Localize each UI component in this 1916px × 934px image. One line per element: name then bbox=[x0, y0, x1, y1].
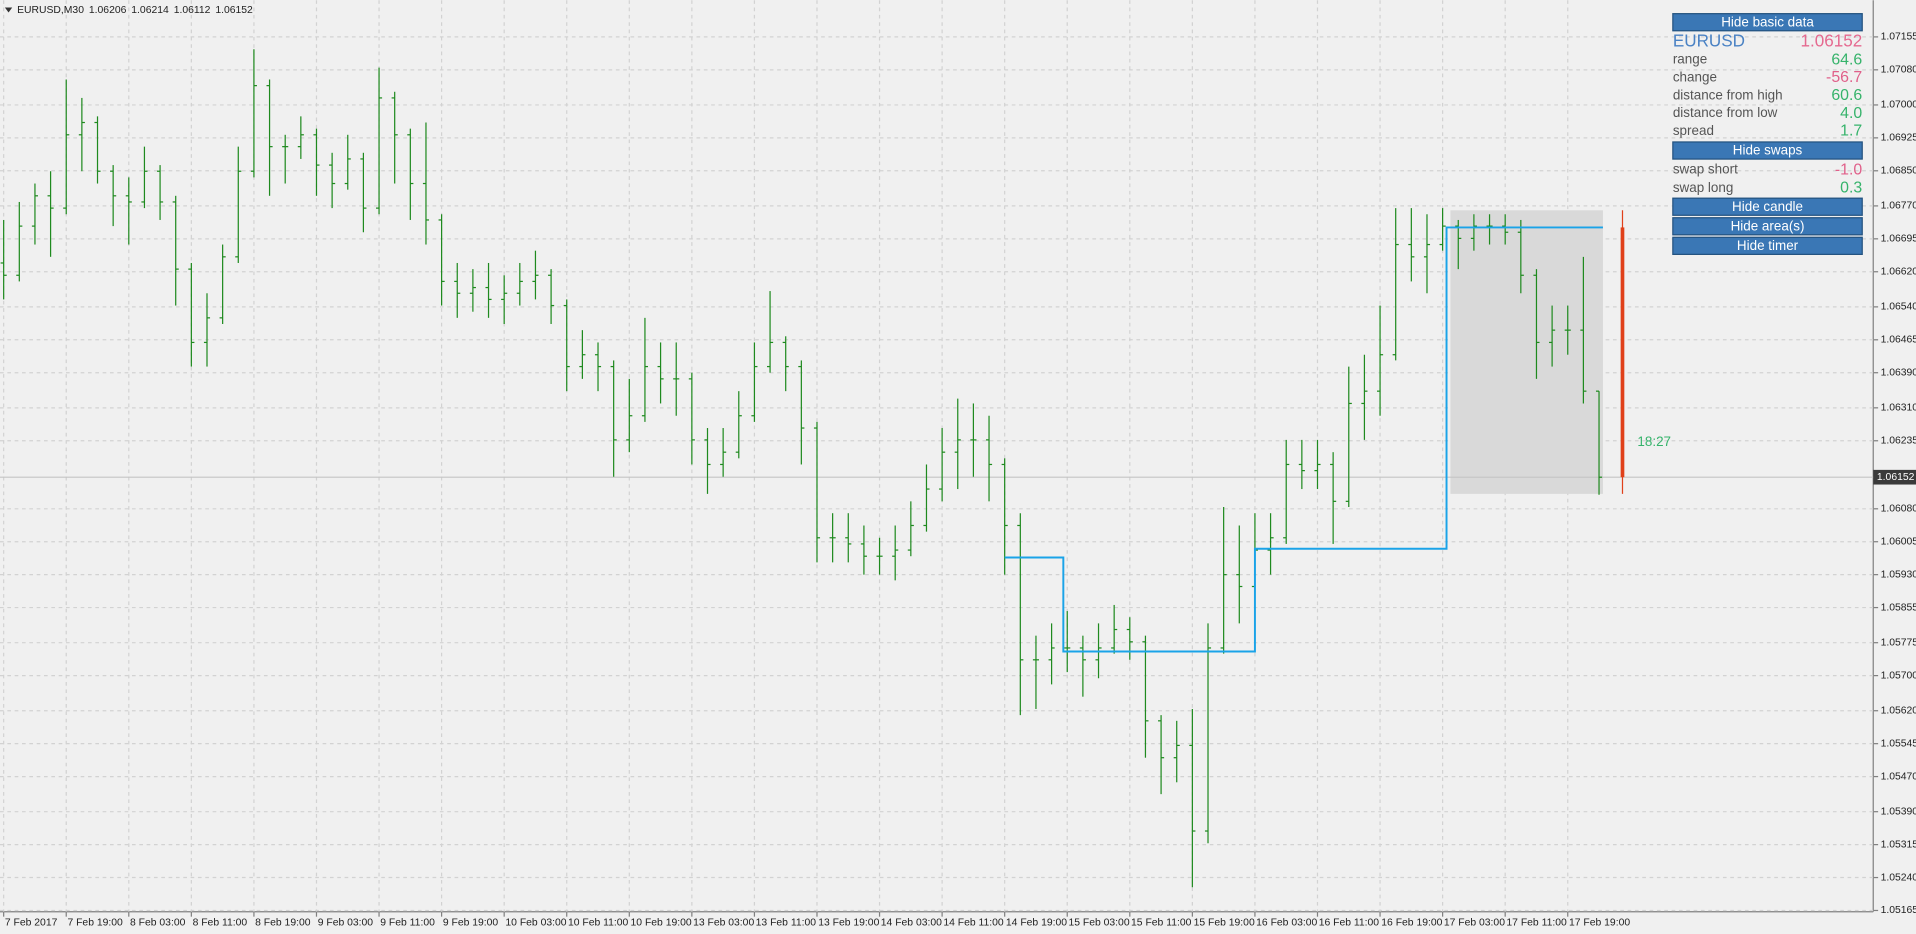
x-tick-label: 9 Feb 11:00 bbox=[380, 918, 435, 929]
y-tick-label: 1.07000 bbox=[1881, 100, 1916, 111]
panel-value: 60.6 bbox=[1831, 87, 1862, 104]
y-tick-label: 1.06465 bbox=[1881, 335, 1916, 346]
x-tick-label: 16 Feb 11:00 bbox=[1319, 918, 1380, 929]
x-tick-label: 10 Feb 03:00 bbox=[505, 918, 566, 929]
y-tick-label: 1.05775 bbox=[1881, 637, 1916, 648]
x-tick-label: 14 Feb 19:00 bbox=[1006, 918, 1067, 929]
range-area bbox=[1450, 210, 1603, 494]
x-tick-label: 15 Feb 03:00 bbox=[1068, 918, 1129, 929]
x-tick-label: 8 Feb 19:00 bbox=[255, 918, 311, 929]
button-label[interactable]: Hide timer bbox=[1737, 238, 1799, 253]
y-tick-label: 1.05165 bbox=[1881, 905, 1916, 916]
panel-label: swap long bbox=[1673, 180, 1734, 195]
y-tick-label: 1.06695 bbox=[1881, 234, 1916, 245]
button[interactable] bbox=[1672, 13, 1863, 32]
x-tick-label: 9 Feb 19:00 bbox=[443, 918, 499, 929]
x-tick-label: 13 Feb 11:00 bbox=[756, 918, 817, 929]
y-tick-label: 1.06005 bbox=[1881, 536, 1916, 547]
header-price: 1.06206 bbox=[89, 5, 127, 16]
button[interactable] bbox=[1672, 236, 1863, 255]
x-tick-label: 9 Feb 03:00 bbox=[318, 918, 374, 929]
x-tick-label: 7 Feb 2017 bbox=[5, 918, 58, 929]
y-tick-label: 1.06620 bbox=[1881, 266, 1916, 277]
y-tick-label: 1.06850 bbox=[1881, 166, 1916, 177]
x-tick-label: 10 Feb 19:00 bbox=[631, 918, 692, 929]
panel-value: 1.7 bbox=[1840, 123, 1862, 140]
y-tick-label: 1.06310 bbox=[1881, 403, 1916, 414]
header-arrow bbox=[4, 7, 13, 13]
panel-value: 64.6 bbox=[1831, 51, 1862, 68]
y-tick-label: 1.06925 bbox=[1881, 133, 1916, 144]
y-tick-label: 1.05240 bbox=[1881, 872, 1916, 883]
y-tick-label: 1.06770 bbox=[1881, 201, 1916, 212]
y-tick-label: 1.06540 bbox=[1881, 302, 1916, 313]
button-label[interactable]: Hide area(s) bbox=[1731, 218, 1805, 233]
panel-value: -56.7 bbox=[1826, 69, 1862, 86]
price-label-box bbox=[1873, 469, 1916, 485]
x-tick-label: 15 Feb 11:00 bbox=[1131, 918, 1192, 929]
y-tick-label: 1.06390 bbox=[1881, 367, 1916, 378]
panel-symbol: EURUSD bbox=[1673, 31, 1745, 50]
x-tick-label: 7 Feb 19:00 bbox=[67, 918, 123, 929]
panel-label: change bbox=[1673, 69, 1717, 84]
x-tick-label: 14 Feb 03:00 bbox=[881, 918, 942, 929]
panel-value: -1.0 bbox=[1835, 161, 1863, 178]
x-tick-label: 17 Feb 11:00 bbox=[1506, 918, 1567, 929]
x-tick-label: 16 Feb 19:00 bbox=[1381, 918, 1442, 929]
button[interactable] bbox=[1672, 197, 1863, 216]
x-tick-label: 16 Feb 03:00 bbox=[1256, 918, 1317, 929]
y-tick-label: 1.05470 bbox=[1881, 771, 1916, 782]
button-label[interactable]: Hide candle bbox=[1732, 199, 1803, 214]
day-candle-body bbox=[1620, 227, 1625, 478]
button[interactable] bbox=[1672, 217, 1863, 236]
header: EURUSD,M30 1.06206 1.06214 1.06112 1.06152 bbox=[17, 5, 253, 16]
header-price: 1.06214 bbox=[131, 5, 169, 16]
y-tick-label: 1.05700 bbox=[1881, 670, 1916, 681]
timer: 18:27 bbox=[1637, 434, 1671, 449]
panel-label: range bbox=[1673, 52, 1707, 67]
button[interactable] bbox=[1672, 141, 1863, 160]
header-symbol: EURUSD,M30 bbox=[17, 5, 84, 16]
y-tick-label: 1.07080 bbox=[1881, 65, 1916, 76]
x-tick-label: 15 Feb 19:00 bbox=[1194, 918, 1255, 929]
panel-label: swap short bbox=[1673, 162, 1738, 177]
panel-label: spread bbox=[1673, 123, 1714, 138]
y-tick-label: 1.06080 bbox=[1881, 504, 1916, 515]
x-tick-label: 8 Feb 11:00 bbox=[193, 918, 248, 929]
y-tick-label: 1.05315 bbox=[1881, 839, 1916, 850]
y-tick-label: 1.05930 bbox=[1881, 569, 1916, 580]
panel-price: 1.06152 bbox=[1800, 31, 1862, 50]
y-tick-label: 1.05620 bbox=[1881, 705, 1916, 716]
y-tick-label: 1.05545 bbox=[1881, 738, 1916, 749]
price-label: 1.06152 bbox=[1877, 472, 1915, 483]
header-price: 1.06152 bbox=[215, 5, 253, 16]
x-tick-label: 10 Feb 11:00 bbox=[568, 918, 629, 929]
x-tick-label: 8 Feb 03:00 bbox=[130, 918, 186, 929]
y-tick-label: 1.07155 bbox=[1881, 32, 1916, 43]
x-tick-label: 14 Feb 11:00 bbox=[943, 918, 1004, 929]
x-tick-label: 13 Feb 19:00 bbox=[818, 918, 879, 929]
panel-label: distance from high bbox=[1673, 87, 1783, 102]
header-price: 1.06112 bbox=[174, 5, 211, 16]
y-tick-label: 1.06235 bbox=[1881, 435, 1916, 446]
level-line bbox=[1004, 226, 1603, 653]
button-label[interactable]: Hide basic data bbox=[1721, 14, 1814, 29]
panel-label: distance from low bbox=[1673, 105, 1778, 120]
panel-value: 0.3 bbox=[1840, 180, 1862, 197]
button-label[interactable]: Hide swaps bbox=[1733, 143, 1803, 158]
panel-value: 4.0 bbox=[1840, 105, 1862, 122]
y-tick-label: 1.05855 bbox=[1881, 602, 1916, 613]
y-tick-label: 1.05390 bbox=[1881, 806, 1916, 817]
x-tick-label: 17 Feb 19:00 bbox=[1569, 918, 1630, 929]
x-tick-label: 13 Feb 03:00 bbox=[693, 918, 754, 929]
x-tick-label: 17 Feb 03:00 bbox=[1444, 918, 1505, 929]
